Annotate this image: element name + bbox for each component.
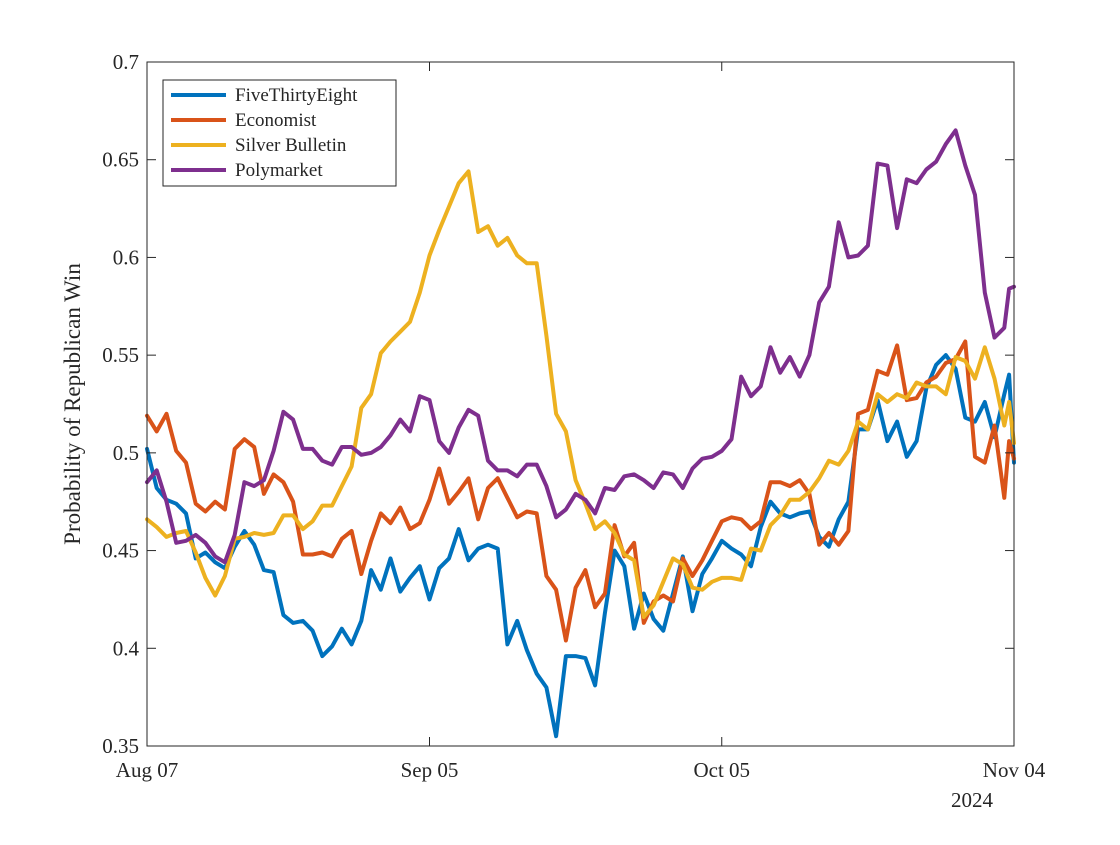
- legend: FiveThirtyEight Economist Silver Bulletin P…: [162, 79, 397, 187]
- y-axis-label: Probability of Republican Win: [60, 263, 85, 545]
- y-tick-label: 0.4: [113, 636, 140, 660]
- y-tick-label: 0.65: [102, 148, 139, 172]
- y-tick-label: 0.45: [102, 539, 139, 563]
- series-line-silver-bulletin: [145, 169, 1016, 619]
- series-line-polymarket: [145, 128, 1016, 565]
- y-tick-label: 0.7: [113, 50, 139, 74]
- legend-label: Economist: [235, 110, 317, 131]
- x-axis-year-label: 2024: [951, 788, 994, 812]
- ticks-layer: 0.35 0.4 0.45 0.5 0.55 0.6 0.65 0.7 Aug 07 Sep 05…: [102, 50, 1045, 782]
- x-tick-label: Nov 04: [983, 758, 1046, 782]
- y-tick-label: 0.6: [113, 245, 139, 269]
- x-tick-label: Oct 05: [693, 758, 750, 782]
- y-tick-label: 0.5: [113, 441, 139, 465]
- x-tick-label: Aug 07: [116, 758, 178, 782]
- y-tick-label: 0.35: [102, 734, 139, 758]
- series-line-economist: [145, 339, 1016, 643]
- series-layer: [145, 128, 1016, 739]
- legend-label: Silver Bulletin: [235, 135, 347, 156]
- plot-frame: [146, 61, 1015, 747]
- y-tick-label: 0.55: [102, 343, 139, 367]
- legend-label: Polymarket: [235, 160, 323, 181]
- x-tick-label: Sep 05: [401, 758, 459, 782]
- legend-label: FiveThirtyEight: [235, 85, 358, 106]
